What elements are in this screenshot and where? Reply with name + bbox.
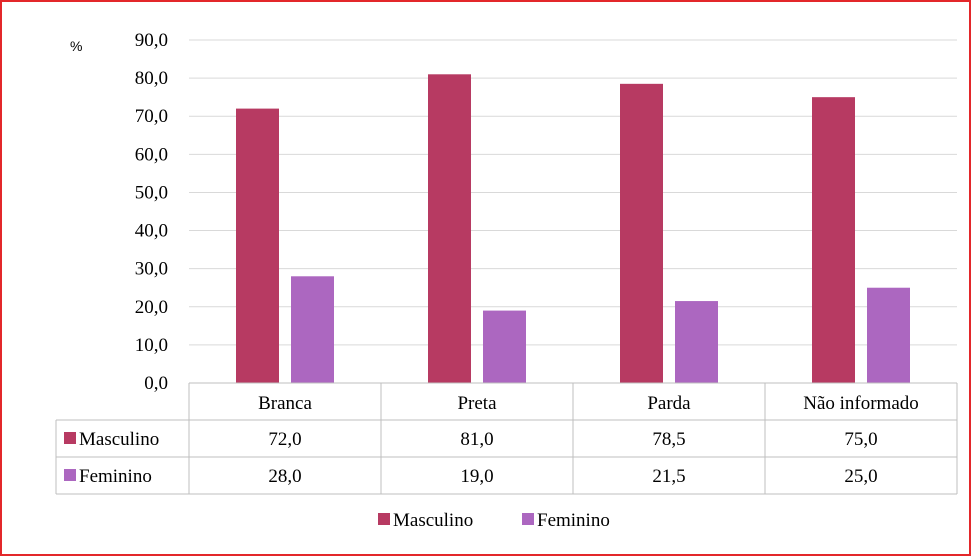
data-label: 72,0: [268, 429, 301, 450]
y-tick-label: 50,0: [135, 182, 168, 203]
bar-feminino: [483, 310, 526, 383]
bar-feminino: [675, 301, 718, 383]
data-label: 28,0: [268, 466, 301, 487]
y-tick-label: 40,0: [135, 221, 168, 242]
legend-label: Masculino: [393, 510, 473, 531]
category-label: Preta: [457, 393, 497, 414]
y-tick-label: 60,0: [135, 144, 168, 165]
bar-masculino: [620, 83, 663, 384]
bar-masculino: [236, 108, 279, 383]
bar-masculino: [428, 74, 471, 384]
data-label: 21,5: [652, 466, 685, 487]
category-label: Não informado: [803, 393, 919, 414]
data-label: 75,0: [844, 429, 877, 450]
legend-label: Feminino: [537, 510, 610, 531]
bars: [236, 74, 910, 384]
series-row-label: Masculino: [79, 429, 159, 450]
data-label: 19,0: [460, 466, 493, 487]
bar-masculino: [812, 97, 855, 384]
data-label: 78,5: [652, 429, 685, 450]
bar-feminino: [867, 287, 910, 383]
y-tick-label: 20,0: [135, 297, 168, 318]
category-label: Branca: [258, 393, 312, 414]
y-tick-label: 10,0: [135, 335, 168, 356]
legend-swatch: [522, 513, 534, 525]
y-tick-label: 90,0: [135, 30, 168, 51]
category-label: Parda: [647, 393, 691, 414]
y-tick-label: 30,0: [135, 259, 168, 280]
legend-swatch: [378, 513, 390, 525]
series-row-label: Feminino: [79, 466, 152, 487]
y-tick-label: 0,0: [144, 373, 168, 394]
data-label: 25,0: [844, 466, 877, 487]
y-tick-label: 80,0: [135, 68, 168, 89]
data-table: Branca Preta Parda Não informado Masculino 72…: [55, 382, 958, 495]
y-tick-label: 70,0: [135, 106, 168, 127]
y-axis: 0,0 10,0 20,0 30,0 40,0 50,0 60,0 70,0 80,0 90,0%: [70, 30, 168, 394]
legend-key-swatch: [64, 469, 76, 481]
legend-key-swatch: [64, 432, 76, 444]
y-unit-label: %: [70, 38, 82, 54]
legend: Masculino Feminino: [378, 510, 610, 531]
bar-feminino: [291, 276, 334, 383]
data-label: 81,0: [460, 429, 493, 450]
